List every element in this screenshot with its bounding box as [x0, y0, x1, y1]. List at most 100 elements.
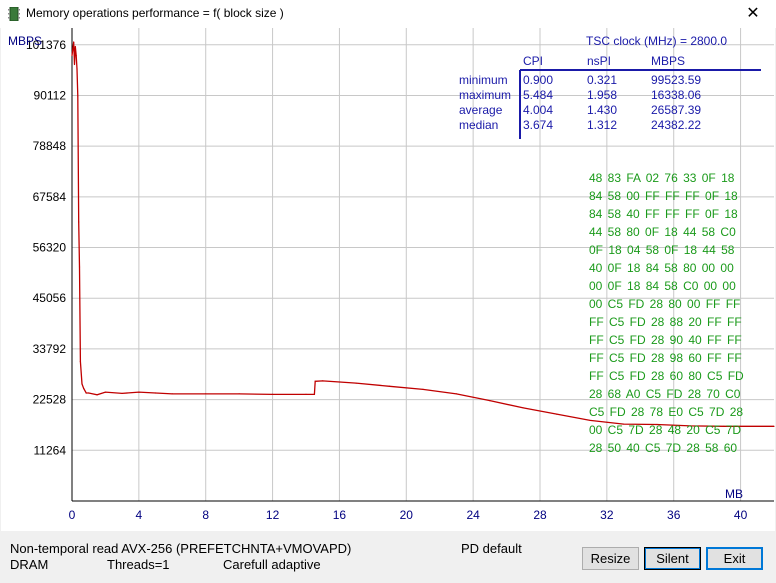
chart-area: 0 4 8 12 16 20 24 28 32 36 40 11264 22528 33792 45056 5…	[1, 28, 775, 531]
y-tick-label: 67584	[33, 190, 67, 204]
data-point	[138, 391, 140, 393]
y-axis-label: MBPS	[8, 34, 42, 48]
data-point	[205, 393, 207, 395]
data-point	[81, 383, 83, 385]
exit-button[interactable]: Exit	[706, 547, 763, 570]
data-point	[88, 392, 90, 394]
resize-button[interactable]: Resize	[582, 547, 639, 570]
hex-dump-line: C5 FD 28 78 E0 C5 7D 28	[589, 405, 743, 419]
stats-nspi: 0.321	[587, 73, 617, 87]
hex-dump-line: FF C5 FD 28 90 40 FF FF	[589, 333, 742, 347]
data-point	[322, 380, 324, 382]
axes: 0 4 8 12 16 20 24 28 32 36 40 11264 22528 33792 45056 5…	[8, 28, 774, 522]
x-tick-label: 24	[466, 508, 480, 522]
hex-dump-line: FF C5 FD 28 98 60 FF FF	[589, 351, 742, 365]
data-point	[355, 382, 357, 384]
silent-button[interactable]: Silent	[644, 547, 701, 570]
stats-mbps: 99523.59	[651, 73, 701, 87]
data-point	[74, 45, 76, 48]
stats-cpi: 0.900	[523, 73, 553, 87]
y-tick-label: 56320	[33, 241, 67, 255]
stats-header: nsPI	[587, 54, 611, 68]
x-tick-label: 32	[600, 508, 614, 522]
stats-row-name: average	[459, 103, 503, 117]
data-point	[76, 68, 78, 70]
hex-dump-line: 00 0F 18 84 58 C0 00 00	[589, 279, 736, 293]
performance-chart: 0 4 8 12 16 20 24 28 32 36 40 11264 22528 33792 45056 5…	[8, 28, 775, 522]
close-icon[interactable]: ✕	[746, 5, 760, 22]
tsc-clock-label: TSC clock (MHz) = 2800.0	[586, 34, 727, 48]
data-point	[313, 393, 315, 395]
hex-dump-line: 0F 18 04 58 0F 18 44 58	[589, 243, 735, 257]
stats-table: TSC clock (MHz) = 2800.0 CPI nsPI MBPS minim…	[459, 34, 761, 139]
data-point	[154, 392, 157, 394]
data-point	[422, 388, 424, 390]
x-tick-label: 8	[202, 508, 209, 522]
x-tick-label: 28	[533, 508, 547, 522]
y-tick-label: 33792	[33, 342, 67, 356]
stats-header: MBPS	[651, 54, 685, 68]
window-title: Memory operations performance = f( block…	[26, 6, 284, 20]
data-point	[622, 423, 625, 425]
y-tick-label: 22528	[33, 393, 67, 407]
threads-label: Threads=1	[107, 557, 170, 572]
stats-cpi: 4.004	[523, 103, 553, 117]
data-point	[75, 54, 77, 57]
data-point	[73, 41, 75, 43]
data-point	[314, 380, 316, 382]
hex-dump-line: 44 58 80 0F 18 44 58 C0	[589, 225, 736, 239]
x-tick-label: 0	[69, 508, 76, 522]
stats-nspi: 1.430	[587, 103, 617, 117]
y-tick-label: 45056	[33, 291, 67, 305]
data-point	[271, 393, 274, 395]
y-tick-label: 78848	[33, 139, 67, 153]
data-point	[96, 394, 98, 396]
stats-mbps: 24382.22	[651, 118, 701, 132]
x-tick-label: 16	[333, 508, 347, 522]
title-bar: Memory operations performance = f( block…	[0, 0, 776, 28]
data-point	[73, 63, 76, 66]
data-point	[79, 360, 81, 363]
data-point	[238, 393, 240, 395]
series-line	[71, 41, 774, 427]
data-point	[77, 95, 79, 97]
stats-row-name: maximum	[459, 88, 511, 102]
y-tick-label: 101376	[26, 38, 66, 52]
data-point	[656, 423, 658, 426]
hex-dump-line: 84 58 40 FF FF FF 0F 18	[589, 207, 738, 221]
data-point	[85, 392, 87, 394]
grid	[72, 28, 774, 501]
stats-mbps: 16338.06	[651, 88, 701, 102]
stats-header: CPI	[523, 54, 543, 68]
stats-mbps: 26587.39	[651, 103, 701, 117]
data-point	[589, 419, 591, 422]
hex-dump: 48 83 FA 02 76 33 0F 18 84 58 00 FF FF FF…	[589, 171, 744, 455]
target-label: DRAM	[10, 557, 49, 572]
data-point	[723, 425, 725, 427]
data-point	[773, 425, 775, 427]
data-point	[83, 387, 85, 390]
stats-cpi: 5.484	[523, 88, 553, 102]
hex-dump-line: FF C5 FD 28 88 20 FF FF	[589, 315, 742, 329]
stats-row-name: median	[459, 118, 498, 132]
data-point	[522, 407, 524, 409]
data-point	[489, 400, 491, 402]
x-tick-label: 12	[266, 508, 280, 522]
stats-nspi: 1.958	[587, 88, 617, 102]
mode-label: PD default	[461, 541, 522, 556]
hex-dump-line: FF C5 FD 28 60 80 C5 FD	[589, 369, 744, 383]
x-tick-label: 4	[136, 508, 143, 522]
x-axis-label: MB	[725, 487, 743, 501]
data-point	[556, 413, 558, 415]
x-tick-label: 36	[667, 508, 681, 522]
data-point	[455, 393, 458, 395]
data-point	[305, 393, 307, 395]
data-point	[78, 221, 80, 223]
hex-dump-line: 28 68 A0 C5 FD 28 70 C0	[589, 387, 741, 401]
hex-dump-line: 28 50 40 C5 7D 28 58 60	[589, 441, 737, 455]
data-point	[78, 266, 81, 268]
data-point	[388, 385, 391, 387]
data-point	[171, 393, 173, 395]
hex-dump-line: 48 83 FA 02 76 33 0F 18	[589, 171, 735, 185]
data-point	[689, 425, 692, 427]
